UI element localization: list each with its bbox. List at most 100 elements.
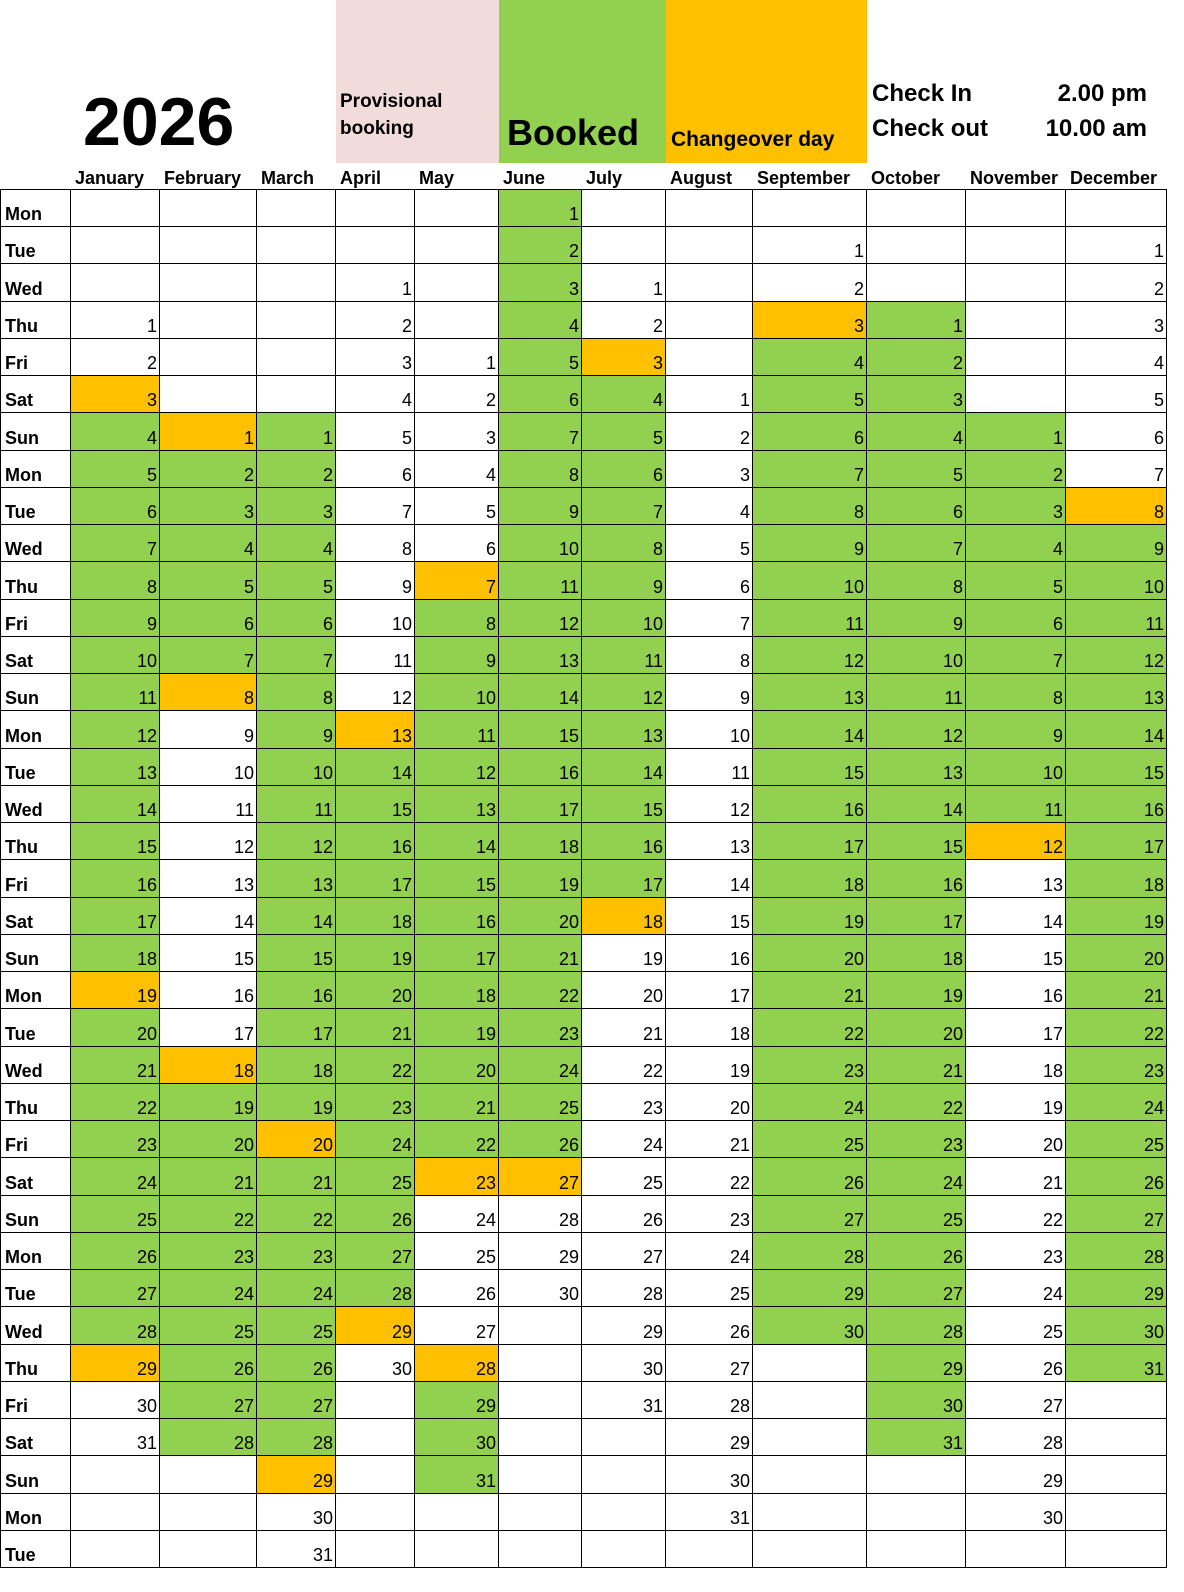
day-cell: 20 [1066, 934, 1167, 973]
empty-cell [966, 190, 1066, 228]
day-cell: 6 [666, 562, 753, 600]
empty-cell [1066, 1419, 1167, 1457]
day-cell: 19 [499, 860, 582, 898]
empty-cell [71, 1456, 160, 1494]
day-cell: 28 [336, 1270, 415, 1308]
day-cell: 21 [71, 1046, 160, 1084]
day-cell: 10 [753, 562, 867, 600]
day-cell: 5 [582, 413, 666, 451]
empty-cell [160, 227, 257, 265]
day-cell: 11 [415, 711, 499, 749]
day-cell: 1 [867, 301, 966, 339]
day-cell: 4 [753, 338, 867, 377]
day-cell: 26 [867, 1232, 966, 1271]
table-top-border [0, 189, 1167, 190]
day-cell: 9 [160, 711, 257, 749]
day-cell: 27 [582, 1232, 666, 1271]
empty-cell [966, 264, 1066, 302]
day-cell: 1 [71, 301, 160, 339]
day-cell: 12 [582, 674, 666, 712]
day-cell: 19 [415, 1009, 499, 1047]
empty-cell [160, 264, 257, 302]
day-cell: 26 [666, 1307, 753, 1345]
day-cell: 18 [582, 897, 666, 935]
day-cell: 14 [966, 897, 1066, 935]
empty-cell [753, 1493, 867, 1531]
day-cell: 24 [257, 1270, 336, 1308]
empty-cell [666, 1530, 753, 1568]
day-cell: 8 [582, 525, 666, 563]
day-cell: 28 [257, 1419, 336, 1457]
day-cell: 4 [71, 413, 160, 451]
day-cell: 27 [71, 1270, 160, 1308]
weekday-label: Thu [0, 1344, 71, 1382]
empty-cell [257, 190, 336, 228]
day-cell: 19 [966, 1083, 1066, 1122]
day-cell: 30 [753, 1307, 867, 1345]
day-cell: 29 [71, 1344, 160, 1382]
day-cell: 4 [666, 487, 753, 526]
day-cell: 3 [160, 487, 257, 526]
empty-cell [160, 376, 257, 414]
day-cell: 8 [1066, 487, 1167, 526]
day-cell: 13 [966, 860, 1066, 898]
month-label: February [164, 168, 242, 188]
day-cell: 31 [71, 1419, 160, 1457]
day-cell: 18 [499, 823, 582, 861]
day-cell: 7 [867, 525, 966, 563]
day-cell: 27 [499, 1158, 582, 1196]
day-cell: 7 [499, 413, 582, 451]
day-cell: 21 [666, 1121, 753, 1159]
day-cell: 15 [867, 823, 966, 861]
day-cell: 17 [666, 972, 753, 1010]
day-cell: 28 [966, 1419, 1066, 1457]
day-cell: 17 [499, 785, 582, 824]
day-cell: 10 [1066, 562, 1167, 600]
day-cell: 22 [160, 1195, 257, 1233]
day-cell: 21 [582, 1009, 666, 1047]
empty-cell [336, 1419, 415, 1457]
day-cell: 8 [753, 487, 867, 526]
day-cell: 25 [966, 1307, 1066, 1345]
day-cell: 13 [257, 860, 336, 898]
weekday-label: Fri [0, 338, 71, 377]
day-cell: 30 [666, 1456, 753, 1494]
day-cell: 25 [753, 1121, 867, 1159]
day-cell: 20 [582, 972, 666, 1010]
day-cell: 25 [582, 1158, 666, 1196]
empty-cell [867, 1456, 966, 1494]
day-cell: 10 [499, 525, 582, 563]
day-cell: 3 [71, 376, 160, 414]
day-cell: 17 [160, 1009, 257, 1047]
day-cell: 12 [71, 711, 160, 749]
day-cell: 11 [71, 674, 160, 712]
day-cell: 25 [336, 1158, 415, 1196]
empty-cell [71, 190, 160, 228]
empty-cell [966, 301, 1066, 339]
day-cell: 20 [867, 1009, 966, 1047]
day-cell: 13 [415, 785, 499, 824]
legend-box: Booked [499, 0, 666, 163]
day-cell: 11 [753, 599, 867, 637]
day-cell: 11 [867, 674, 966, 712]
weekday-label: Sun [0, 1195, 71, 1233]
day-cell: 5 [257, 562, 336, 600]
day-cell: 8 [867, 562, 966, 600]
day-cell: 25 [160, 1307, 257, 1345]
check-in-time: 2.00 pm [1057, 80, 1147, 107]
day-cell: 25 [499, 1083, 582, 1122]
day-cell: 18 [415, 972, 499, 1010]
day-cell: 14 [582, 748, 666, 786]
empty-cell [582, 1530, 666, 1568]
day-cell: 13 [336, 711, 415, 749]
day-cell: 18 [1066, 860, 1167, 898]
day-cell: 30 [71, 1381, 160, 1420]
day-cell: 23 [336, 1083, 415, 1122]
day-cell: 26 [1066, 1158, 1167, 1196]
weekday-label: Sun [0, 413, 71, 451]
month-label: August [670, 168, 732, 188]
day-cell: 28 [415, 1344, 499, 1382]
weekday-label: Tue [0, 487, 71, 526]
day-cell: 16 [867, 860, 966, 898]
day-cell: 26 [582, 1195, 666, 1233]
